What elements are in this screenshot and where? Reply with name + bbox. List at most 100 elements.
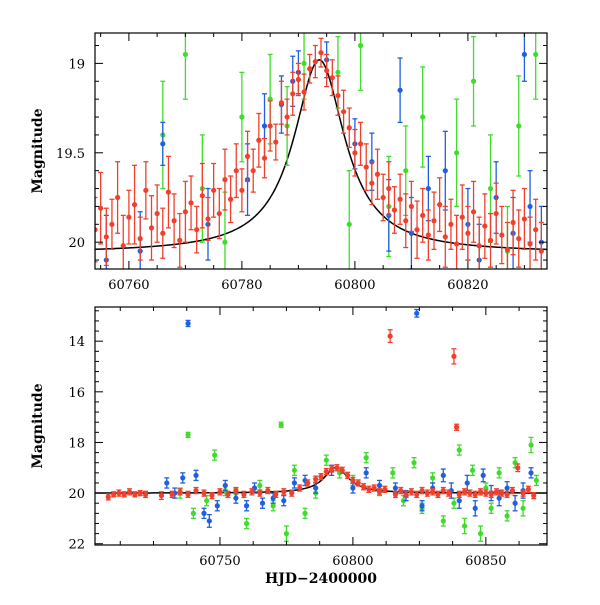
bottom-point-red xyxy=(281,488,287,496)
top-point-red xyxy=(194,205,200,254)
data-point xyxy=(233,487,239,494)
top-axes-frame xyxy=(94,32,548,270)
bottom-ytick-label: 20 xyxy=(68,487,85,502)
data-point xyxy=(185,432,191,438)
top-point-red xyxy=(380,173,386,222)
data-point xyxy=(380,194,386,201)
top-point-red xyxy=(386,161,392,217)
data-point xyxy=(301,89,307,95)
top-point-red xyxy=(521,187,528,250)
top-point-green xyxy=(420,66,426,168)
data-point xyxy=(371,485,377,491)
top-point-red xyxy=(239,168,245,213)
data-point xyxy=(143,187,149,193)
top-point-red xyxy=(499,205,505,265)
bottom-point-green xyxy=(488,502,494,515)
bottom-point-red xyxy=(461,488,468,496)
top-ytick-label: 20 xyxy=(68,236,85,251)
top-point-red xyxy=(448,198,454,250)
data-point xyxy=(243,503,250,509)
data-point xyxy=(281,498,287,504)
bottom-point-blue xyxy=(313,482,319,494)
bottom-point-red xyxy=(132,491,138,498)
data-point xyxy=(201,510,207,516)
top-xtick-label: 60760 xyxy=(108,278,149,293)
bottom-point-green xyxy=(461,517,468,535)
data-point xyxy=(120,243,126,249)
data-point xyxy=(398,487,404,494)
data-point xyxy=(165,189,172,195)
bottom-point-red xyxy=(305,479,311,487)
data-point xyxy=(493,489,500,495)
top-point-red xyxy=(143,161,149,220)
bottom-point-red xyxy=(241,490,247,499)
bottom-point-green xyxy=(257,479,263,492)
top-point-red xyxy=(182,180,188,243)
bottom-point-blue xyxy=(414,308,420,318)
top-point-red xyxy=(95,196,98,263)
data-point xyxy=(281,489,287,495)
top-point-red xyxy=(290,71,296,116)
bottom-point-red xyxy=(177,488,183,496)
data-point xyxy=(504,246,511,252)
bottom-xlabel: HJD−2400000 xyxy=(265,571,377,587)
data-point xyxy=(350,485,356,491)
bottom-ytick-label: 14 xyxy=(68,335,85,350)
data-point xyxy=(257,490,263,496)
data-point xyxy=(440,487,446,494)
top-point-green xyxy=(533,33,539,100)
data-point xyxy=(190,510,196,516)
data-point xyxy=(357,42,364,49)
bottom-point-green xyxy=(302,507,308,520)
data-point xyxy=(323,468,329,475)
bottom-point-red xyxy=(387,329,393,344)
data-point xyxy=(387,333,393,339)
data-point xyxy=(454,150,460,156)
top-point-red xyxy=(335,75,341,116)
bottom-point-blue xyxy=(164,477,170,489)
bottom-point-red xyxy=(137,489,143,497)
data-point xyxy=(302,510,308,516)
data-point xyxy=(339,467,345,473)
bottom-point-red xyxy=(289,489,295,497)
top-point-green xyxy=(470,35,477,127)
data-point xyxy=(448,221,454,227)
data-point xyxy=(177,489,183,495)
data-point xyxy=(521,216,528,222)
data-point xyxy=(397,196,403,202)
bottom-point-blue xyxy=(201,507,207,520)
bottom-point-red xyxy=(451,348,457,365)
data-point xyxy=(472,505,478,511)
bottom-point-red xyxy=(509,486,516,495)
bottom-point-green xyxy=(390,467,396,479)
data-point xyxy=(515,465,521,471)
bottom-point-blue xyxy=(480,468,486,483)
bottom-point-red xyxy=(424,489,430,497)
top-point-red xyxy=(408,180,414,233)
data-point xyxy=(516,123,522,129)
bottom-point-red xyxy=(105,493,111,501)
bottom-point-red xyxy=(126,488,133,496)
data-point xyxy=(483,485,489,491)
data-point xyxy=(374,171,381,177)
data-point xyxy=(346,125,352,131)
bottom-point-red xyxy=(467,489,473,497)
bottom-point-red xyxy=(531,491,537,500)
bottom-point-green xyxy=(440,515,446,527)
top-point-red xyxy=(171,193,177,249)
bottom-point-red xyxy=(329,465,335,473)
bottom-point-red xyxy=(121,491,127,498)
top-point-red xyxy=(211,162,217,218)
bottom-point-red xyxy=(504,490,510,499)
data-point xyxy=(420,114,426,120)
top-point-green xyxy=(346,170,352,269)
top-point-red xyxy=(465,205,471,261)
data-point xyxy=(267,123,273,129)
bottom-point-red xyxy=(398,486,404,495)
data-point xyxy=(483,490,489,496)
bottom-point-red xyxy=(414,490,420,499)
bottom-point-red xyxy=(209,491,215,500)
bottom-point-red xyxy=(169,490,175,499)
data-point xyxy=(109,221,115,227)
data-point xyxy=(496,495,502,501)
